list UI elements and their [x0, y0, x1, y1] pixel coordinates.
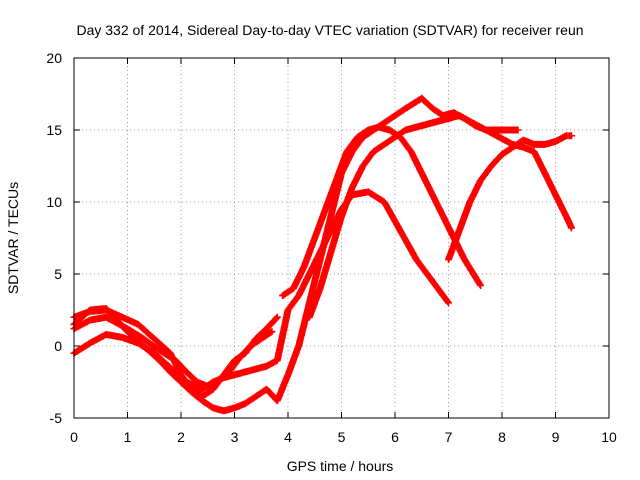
y-tick-label: 20: [46, 50, 62, 66]
y-tick-label: -5: [50, 410, 63, 426]
series-track-1: [70, 94, 522, 415]
plot-frame: [73, 57, 610, 419]
x-tick-label: 8: [498, 429, 506, 445]
data-markers: [70, 94, 575, 415]
marker-trail: [445, 132, 575, 264]
chart-title: Day 332 of 2014, Sidereal Day-to-day VTE…: [76, 22, 583, 38]
marker-trail: [279, 123, 485, 300]
y-tick-label: 0: [54, 338, 62, 354]
x-tick-label: 4: [284, 429, 292, 445]
x-tick-label: 1: [124, 429, 132, 445]
series-track-6: [305, 112, 575, 321]
x-tick-label: 3: [231, 429, 239, 445]
y-axis-label: SDTVAR / TECUs: [5, 182, 21, 294]
axis-ticks: 0 1 2 3 4 5 6 7 8 9 10 -5 0 5 10 15 20: [46, 50, 617, 445]
x-tick-label: 6: [391, 429, 399, 445]
series-track-5: [279, 123, 485, 300]
y-tick-label: 5: [54, 266, 62, 282]
x-axis-label: GPS time / hours: [287, 458, 394, 474]
marker-trail: [70, 313, 276, 390]
marker-trail: [305, 112, 575, 321]
x-tick-label: 7: [445, 429, 453, 445]
series-track-3: [70, 313, 276, 390]
x-tick-label: 2: [177, 429, 185, 445]
series-track-7: [445, 132, 575, 264]
x-tick-label: 0: [70, 429, 78, 445]
y-tick-label: 15: [46, 122, 62, 138]
x-tick-label: 10: [601, 429, 617, 445]
marker-trail: [70, 94, 522, 415]
x-tick-label: 5: [338, 429, 346, 445]
grid-lines: [74, 58, 609, 418]
y-tick-label: 10: [46, 194, 62, 210]
x-tick-label: 9: [552, 429, 560, 445]
